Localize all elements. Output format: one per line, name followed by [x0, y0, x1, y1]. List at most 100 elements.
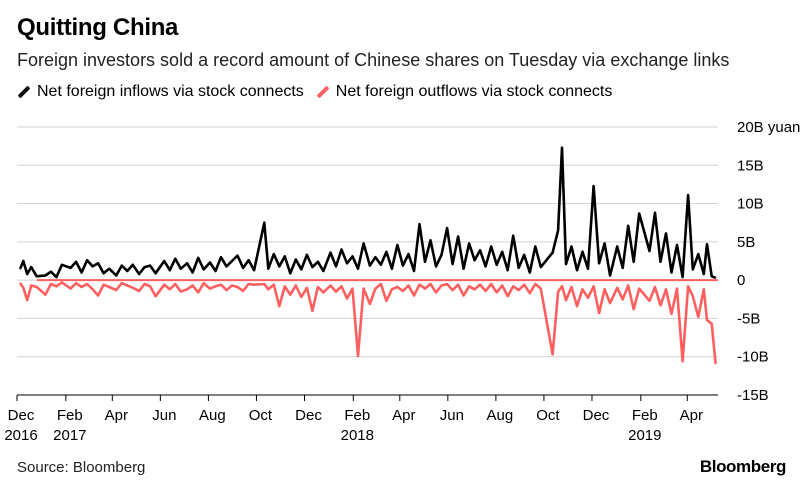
legend: Net foreign inflows via stock connects N…	[17, 83, 624, 101]
data-point-outflow	[451, 289, 454, 291]
data-point-inflow	[670, 271, 673, 274]
data-point-inflow	[557, 229, 559, 232]
data-point-inflow	[609, 274, 611, 277]
data-point-outflow	[479, 283, 481, 286]
chart-title: Quitting China	[17, 14, 179, 41]
data-point-outflow	[697, 316, 700, 318]
data-point-inflow	[565, 263, 567, 265]
data-point-outflow	[26, 299, 29, 301]
legend-item-inflows: Net foreign inflows via stock connects	[17, 83, 304, 101]
data-point-outflow	[490, 283, 493, 285]
data-point-inflow	[692, 268, 694, 271]
data-point-inflow	[115, 274, 117, 277]
data-point-inflow	[632, 261, 635, 263]
data-point-inflow	[149, 264, 151, 267]
data-point-inflow	[214, 270, 217, 272]
data-point-inflow	[44, 274, 47, 277]
data-point-outflow	[209, 287, 211, 290]
data-point-inflow	[587, 267, 589, 270]
data-point-inflow	[253, 269, 255, 272]
data-point-outflow	[61, 281, 63, 284]
data-point-outflow	[676, 287, 678, 290]
data-point-outflow	[108, 286, 110, 288]
data-point-inflow	[385, 251, 388, 253]
data-point-outflow	[174, 283, 177, 285]
data-point-inflow	[295, 258, 297, 261]
data-point-inflow	[186, 262, 188, 265]
data-point-outflow	[609, 302, 611, 304]
data-point-outflow	[351, 287, 354, 290]
data-point-inflow	[561, 146, 563, 149]
x-tick-label: Apr	[105, 407, 128, 424]
y-tick-label: -10B	[737, 349, 769, 366]
data-point-outflow	[273, 283, 275, 286]
data-point-outflow	[561, 285, 563, 288]
data-point-outflow	[681, 360, 684, 363]
data-point-outflow	[551, 353, 554, 356]
data-point-outflow	[557, 290, 559, 293]
data-point-outflow	[523, 283, 525, 286]
y-axis: 20B yuan 15B 10B 5B 0 -5B -10B -15B	[737, 119, 800, 404]
data-point-outflow	[242, 290, 244, 292]
data-point-outflow	[138, 290, 140, 292]
data-point-outflow	[30, 284, 32, 287]
y-tick-label: 20B yuan	[737, 119, 800, 136]
data-point-inflow	[126, 270, 129, 272]
data-point-inflow	[351, 255, 354, 258]
x-tick-year-label: 2016	[4, 427, 37, 444]
data-point-inflow	[495, 264, 498, 266]
data-point-inflow	[97, 262, 99, 265]
series-layer	[18, 146, 718, 365]
data-point-inflow	[654, 212, 656, 214]
data-point-inflow	[638, 212, 640, 215]
data-point-outflow	[289, 293, 292, 296]
data-point-inflow	[346, 262, 348, 265]
data-point-inflow	[284, 255, 286, 258]
data-point-inflow	[197, 257, 199, 259]
data-point-inflow	[402, 264, 404, 267]
data-point-outflow	[91, 288, 94, 291]
data-point-outflow	[632, 308, 635, 311]
data-point-outflow	[253, 283, 255, 286]
data-point-inflow	[362, 242, 365, 245]
data-point-outflow	[592, 285, 595, 288]
x-axis: Dec 2016 Feb 2017 Apr Jun Aug Oct Dec Feb 2018 Apr J…	[4, 395, 703, 444]
data-point-outflow	[225, 289, 228, 291]
y-tick-label: 0	[737, 272, 745, 289]
data-point-inflow	[446, 227, 448, 229]
series-line-inflows	[18, 146, 717, 280]
data-point-outflow	[621, 298, 624, 301]
data-point-outflow	[446, 283, 448, 285]
data-point-outflow	[306, 287, 308, 289]
data-point-outflow	[163, 283, 166, 286]
data-point-outflow	[440, 284, 443, 287]
x-tick-year-label: 2018	[341, 427, 374, 444]
data-point-inflow	[369, 264, 371, 267]
data-point-outflow	[86, 283, 88, 285]
data-point-outflow	[703, 288, 705, 291]
data-point-outflow	[186, 288, 188, 291]
data-point-inflow	[659, 261, 662, 263]
data-point-outflow	[132, 287, 134, 289]
data-point-inflow	[616, 245, 618, 248]
data-point-inflow	[191, 271, 194, 274]
data-point-inflow	[523, 254, 525, 256]
data-point-inflow	[169, 269, 171, 272]
data-point-outflow	[665, 288, 667, 291]
data-point-inflow	[55, 276, 58, 278]
data-point-outflow	[362, 287, 365, 290]
data-point-outflow	[284, 285, 286, 288]
data-point-inflow	[75, 261, 77, 263]
x-tick-label: Aug	[487, 407, 514, 424]
x-tick-label: Apr	[392, 407, 415, 424]
x-tick-label: Dec	[295, 407, 322, 424]
data-point-inflow	[121, 264, 123, 267]
y-tick-label: 5B	[737, 234, 755, 251]
data-point-inflow	[50, 270, 52, 273]
data-point-inflow	[300, 268, 303, 271]
data-point-outflow	[202, 282, 205, 285]
data-point-inflow	[19, 267, 22, 270]
data-point-inflow	[484, 265, 487, 268]
data-point-inflow	[440, 254, 443, 256]
data-point-inflow	[61, 264, 63, 266]
